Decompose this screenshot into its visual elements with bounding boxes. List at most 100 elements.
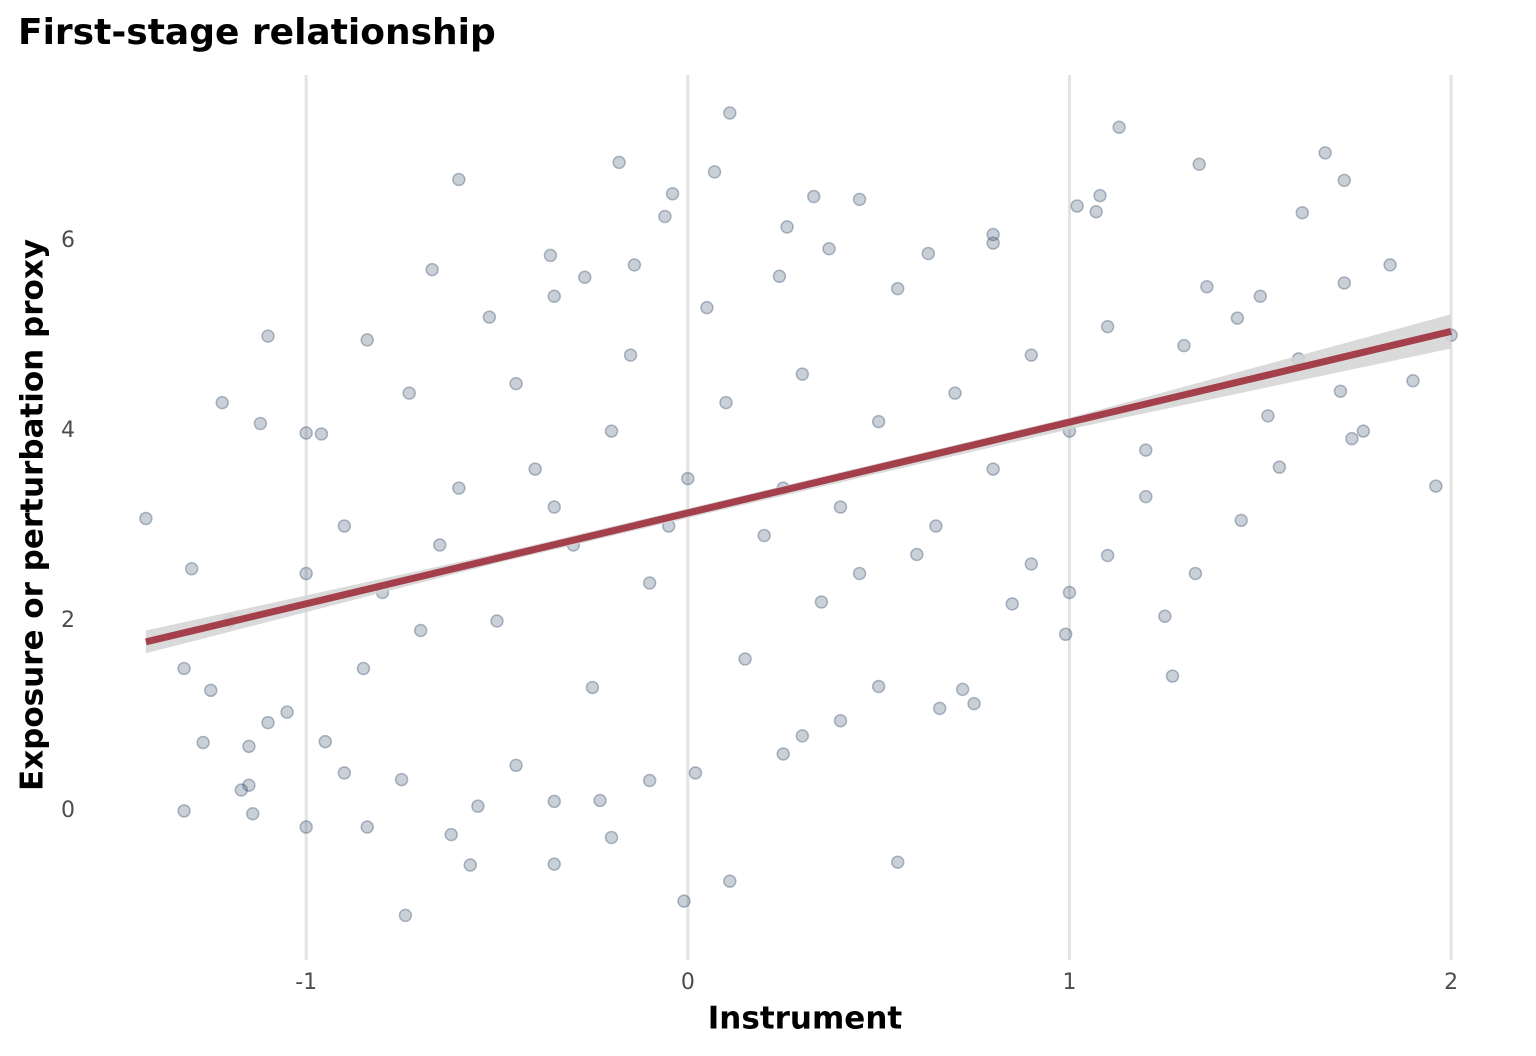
point bbox=[547, 794, 561, 809]
point bbox=[623, 348, 638, 362]
point bbox=[723, 874, 737, 888]
point bbox=[528, 462, 542, 476]
point bbox=[394, 772, 409, 787]
point bbox=[871, 414, 886, 429]
point bbox=[177, 661, 191, 676]
point bbox=[1139, 443, 1153, 457]
point bbox=[967, 696, 981, 711]
point bbox=[986, 227, 1000, 242]
point bbox=[604, 424, 619, 438]
point bbox=[509, 758, 523, 773]
point bbox=[360, 820, 374, 834]
x-tick-label: 1 bbox=[1062, 970, 1076, 995]
point bbox=[280, 705, 294, 719]
point bbox=[1383, 258, 1397, 272]
point bbox=[852, 566, 867, 581]
point bbox=[719, 395, 733, 410]
point bbox=[833, 500, 848, 514]
point bbox=[627, 258, 642, 272]
point bbox=[547, 857, 561, 871]
point bbox=[299, 426, 313, 440]
y-tick-label: 6 bbox=[61, 228, 75, 253]
point bbox=[932, 701, 947, 716]
point bbox=[1112, 120, 1126, 134]
point bbox=[1100, 548, 1115, 563]
point bbox=[642, 576, 657, 590]
point bbox=[1062, 585, 1077, 600]
point bbox=[757, 528, 771, 543]
y-tick-label: 2 bbox=[61, 608, 75, 633]
point bbox=[795, 729, 810, 743]
point bbox=[1089, 204, 1103, 219]
point bbox=[593, 793, 607, 808]
point bbox=[261, 329, 275, 343]
point bbox=[242, 739, 256, 754]
y-axis-label: Exposure or perturbation proxy bbox=[15, 239, 51, 791]
point bbox=[299, 566, 313, 581]
point bbox=[1024, 348, 1039, 362]
point bbox=[585, 680, 600, 695]
point bbox=[184, 562, 199, 576]
point bbox=[1337, 173, 1352, 188]
point bbox=[452, 172, 466, 187]
point bbox=[314, 427, 329, 441]
point bbox=[700, 300, 714, 315]
point bbox=[509, 376, 523, 391]
point bbox=[444, 827, 458, 842]
point bbox=[780, 220, 794, 234]
point bbox=[433, 538, 447, 552]
point bbox=[1200, 280, 1214, 294]
point bbox=[482, 310, 497, 324]
point bbox=[253, 416, 268, 431]
x-tick-label: 0 bbox=[681, 970, 695, 995]
point bbox=[814, 595, 829, 609]
point bbox=[707, 165, 722, 179]
point bbox=[547, 500, 561, 514]
point bbox=[1093, 188, 1107, 203]
point bbox=[177, 804, 191, 818]
point bbox=[1429, 479, 1443, 493]
point bbox=[822, 242, 836, 256]
point bbox=[1406, 374, 1420, 388]
point bbox=[490, 614, 504, 628]
y-tick-label: 4 bbox=[61, 418, 75, 443]
point bbox=[612, 155, 626, 170]
point bbox=[681, 471, 695, 486]
chart-title: First-stage relationship bbox=[18, 12, 496, 53]
point bbox=[337, 766, 352, 780]
point bbox=[234, 783, 249, 797]
point bbox=[1230, 311, 1245, 325]
point bbox=[471, 799, 485, 813]
point bbox=[1253, 289, 1268, 303]
point bbox=[1261, 409, 1275, 423]
point bbox=[299, 820, 313, 834]
point bbox=[1177, 338, 1191, 353]
point bbox=[688, 766, 703, 780]
point bbox=[890, 281, 905, 296]
point bbox=[402, 386, 416, 400]
point bbox=[1295, 205, 1310, 220]
point bbox=[1188, 566, 1203, 581]
point bbox=[425, 262, 439, 277]
point bbox=[986, 462, 1000, 476]
point bbox=[1058, 627, 1073, 642]
point bbox=[642, 773, 657, 788]
x-tick-label: -1 bbox=[295, 970, 317, 995]
point bbox=[452, 481, 466, 495]
point bbox=[807, 189, 821, 204]
point bbox=[833, 713, 848, 728]
point bbox=[318, 734, 333, 749]
point bbox=[261, 715, 275, 730]
point bbox=[948, 386, 962, 400]
point bbox=[890, 855, 905, 869]
point bbox=[677, 894, 691, 908]
point bbox=[463, 858, 478, 872]
point bbox=[665, 186, 680, 201]
point bbox=[1345, 431, 1359, 446]
point bbox=[776, 747, 790, 761]
point bbox=[852, 192, 867, 207]
point bbox=[1100, 319, 1115, 334]
point bbox=[1139, 489, 1153, 504]
y-tick-label: 0 bbox=[61, 798, 75, 823]
